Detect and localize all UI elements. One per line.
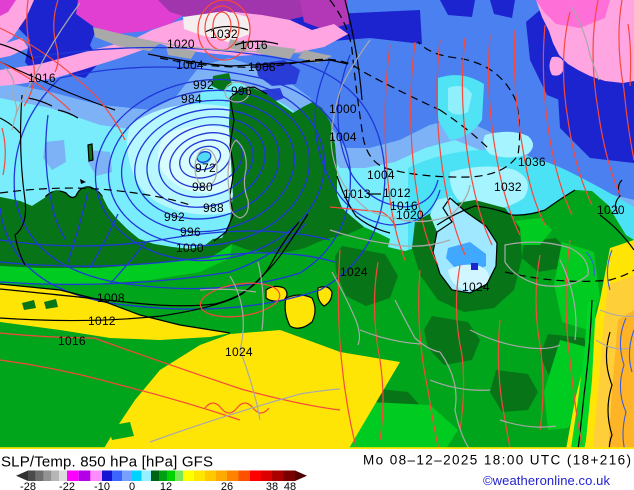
svg-text:1012: 1012 (88, 314, 116, 328)
svg-text:1020: 1020 (597, 203, 625, 217)
svg-text:38: 38 (266, 481, 278, 490)
svg-text:984: 984 (181, 92, 202, 106)
svg-text:48: 48 (284, 481, 296, 490)
svg-text:1016: 1016 (28, 71, 56, 85)
svg-text:1016: 1016 (390, 199, 418, 213)
svg-text:1032: 1032 (210, 27, 238, 41)
svg-text:SLP/Temp. 850 hPa [hPa] GFS: SLP/Temp. 850 hPa [hPa] GFS (1, 454, 213, 471)
svg-text:26: 26 (221, 481, 233, 490)
svg-text:992: 992 (193, 78, 214, 92)
svg-text:1024: 1024 (225, 345, 253, 359)
svg-text:1000: 1000 (329, 102, 357, 116)
svg-text:1036: 1036 (518, 155, 546, 169)
svg-text:992: 992 (164, 210, 185, 224)
svg-text:-28: -28 (20, 481, 36, 490)
svg-text:1024: 1024 (462, 280, 490, 294)
svg-text:1000: 1000 (176, 241, 204, 255)
svg-text:996: 996 (231, 84, 252, 98)
svg-text:©weatheronline.co.uk: ©weatheronline.co.uk (483, 473, 611, 488)
svg-text:1004: 1004 (367, 168, 395, 182)
svg-text:1013: 1013 (343, 187, 371, 201)
svg-text:-10: -10 (94, 481, 110, 490)
svg-text:972: 972 (195, 161, 216, 175)
svg-text:Mo 08–12–2025 18:00 UTC (18+21: Mo 08–12–2025 18:00 UTC (18+216) (363, 453, 631, 468)
svg-text:980: 980 (192, 180, 213, 194)
svg-text:1032: 1032 (494, 180, 522, 194)
svg-text:988: 988 (203, 201, 224, 215)
svg-text:1016: 1016 (58, 334, 86, 348)
svg-text:1012: 1012 (383, 186, 411, 200)
svg-text:1008: 1008 (248, 60, 276, 74)
svg-text:0: 0 (129, 481, 135, 490)
svg-text:1004: 1004 (329, 130, 357, 144)
svg-text:12: 12 (160, 481, 172, 490)
svg-text:1020: 1020 (396, 208, 424, 222)
svg-text:-22: -22 (59, 481, 75, 490)
svg-text:1016: 1016 (240, 38, 268, 52)
svg-text:1024: 1024 (340, 265, 368, 279)
svg-text:1008: 1008 (97, 291, 125, 305)
svg-text:1004: 1004 (176, 58, 204, 72)
svg-text:1020: 1020 (167, 37, 195, 51)
svg-text:996: 996 (180, 225, 201, 239)
